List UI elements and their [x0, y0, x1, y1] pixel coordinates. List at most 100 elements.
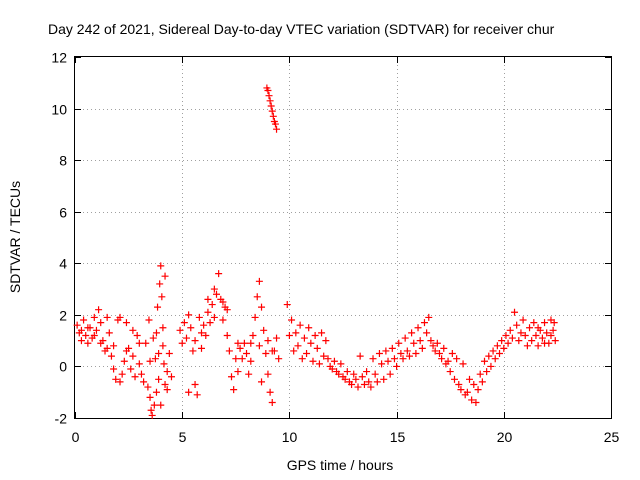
y-tick-label: 8 [59, 153, 67, 169]
data-point [189, 347, 197, 355]
data-point [305, 324, 313, 332]
data-point [129, 352, 137, 360]
data-point [532, 331, 540, 339]
data-point [103, 313, 111, 321]
data-point [378, 360, 386, 368]
data-point [427, 337, 435, 345]
data-point [267, 102, 275, 110]
data-point [213, 290, 221, 298]
data-point [307, 339, 315, 347]
data-point [268, 347, 276, 355]
data-point [97, 319, 105, 327]
data-point [210, 313, 218, 321]
data-point [137, 370, 145, 378]
data-point [356, 352, 364, 360]
data-point [90, 331, 98, 339]
data-point [459, 360, 467, 368]
data-point [296, 321, 304, 329]
data-point [373, 378, 381, 386]
data-point [208, 301, 216, 309]
data-point [354, 383, 362, 391]
data-point [538, 334, 546, 342]
data-point [155, 350, 163, 358]
data-point [515, 337, 523, 345]
data-point [273, 125, 281, 133]
data-point [151, 355, 159, 363]
data-point [487, 362, 495, 370]
data-point [382, 347, 390, 355]
data-point [517, 329, 525, 337]
data-point [247, 339, 255, 347]
data-point [262, 350, 270, 358]
data-point [163, 386, 171, 394]
data-point [521, 331, 529, 339]
data-point [80, 316, 88, 324]
x-axis-label: GPS time / hours [287, 457, 394, 473]
y-tick-label: 10 [51, 102, 67, 118]
data-point [268, 107, 276, 115]
data-point [352, 375, 360, 383]
data-point [146, 357, 154, 365]
data-point [444, 357, 452, 365]
data-point [110, 342, 118, 350]
y-tick-label: 2 [59, 308, 67, 324]
data-point [157, 401, 165, 409]
data-point [92, 326, 100, 334]
data-point [245, 370, 253, 378]
data-point [230, 386, 238, 394]
data-point [200, 321, 208, 329]
data-point [129, 326, 137, 334]
data-point [251, 313, 259, 321]
data-point [163, 368, 171, 376]
data-point [135, 360, 143, 368]
data-point [180, 319, 188, 327]
data-point [167, 373, 175, 381]
data-point [465, 375, 473, 383]
data-point [328, 365, 336, 373]
data-point [401, 334, 409, 342]
data-point [335, 370, 343, 378]
data-point [526, 324, 534, 332]
data-point [266, 97, 274, 105]
data-point [84, 324, 92, 332]
data-point [440, 344, 448, 352]
data-point [500, 344, 508, 352]
data-point [438, 355, 446, 363]
data-point [502, 331, 510, 339]
data-point [178, 339, 186, 347]
data-point [541, 339, 549, 347]
data-point [388, 344, 396, 352]
data-point [496, 350, 504, 358]
data-point [197, 329, 205, 337]
data-point [191, 337, 199, 345]
data-point [453, 355, 461, 363]
data-point [324, 355, 332, 363]
data-point [450, 375, 458, 383]
data-point [311, 331, 319, 339]
data-point [476, 370, 484, 378]
data-point [292, 329, 300, 337]
data-point [133, 331, 141, 339]
data-point [431, 347, 439, 355]
data-point [195, 313, 203, 321]
data-point [258, 303, 266, 311]
data-point [429, 342, 437, 350]
data-point [82, 331, 90, 339]
data-point [116, 378, 124, 386]
data-point [131, 373, 139, 381]
data-point [474, 386, 482, 394]
data-point [150, 401, 158, 409]
data-point [416, 337, 424, 345]
x-tick-label: 10 [282, 429, 298, 445]
data-point [455, 380, 463, 388]
data-point [530, 319, 538, 327]
y-tick-label: 12 [51, 50, 67, 66]
data-point [255, 277, 263, 285]
data-point [315, 360, 323, 368]
data-point [269, 112, 277, 120]
data-point [193, 391, 201, 399]
data-point [285, 331, 293, 339]
data-point [457, 386, 465, 394]
data-point [543, 329, 551, 337]
